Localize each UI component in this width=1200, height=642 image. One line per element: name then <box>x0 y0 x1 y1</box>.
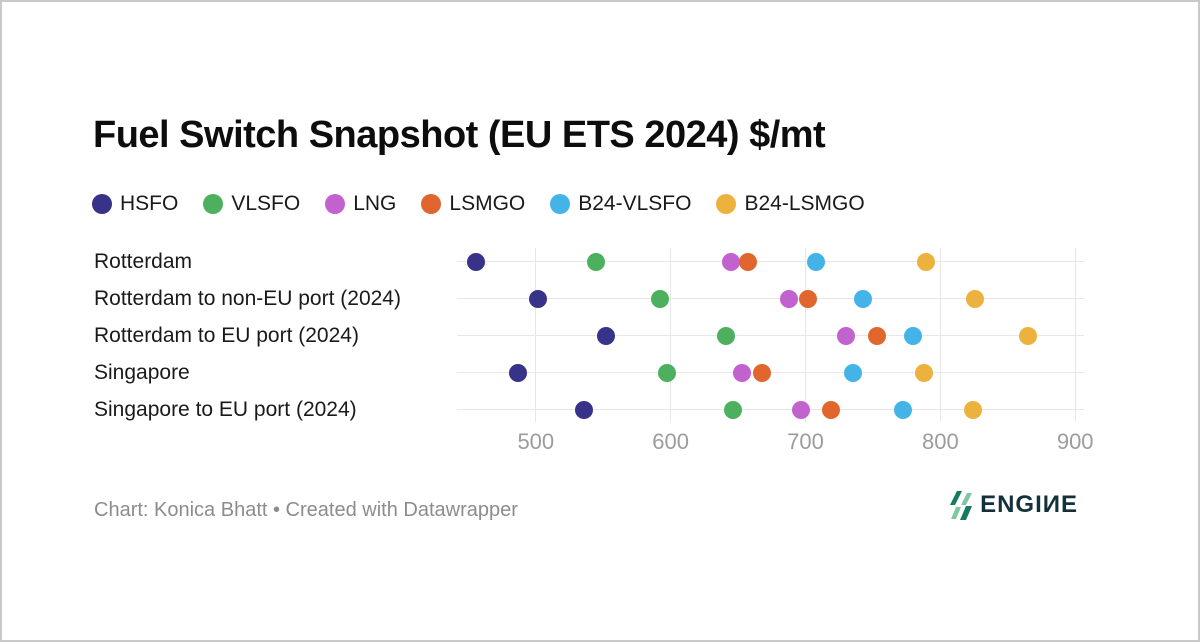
engine-logo-text: ENGIИE <box>980 491 1078 518</box>
attribution-text: Chart: Konica Bhatt • Created with Dataw… <box>94 499 518 521</box>
chart-title: Fuel Switch Snapshot (EU ETS 2024) $/mt <box>93 114 826 156</box>
category-label: Singapore to EU port (2024) <box>94 397 357 421</box>
data-point-lng[interactable] <box>780 289 799 308</box>
data-point-vlsfo[interactable] <box>657 363 676 382</box>
data-point-b24-lsmgo[interactable] <box>966 289 985 308</box>
data-point-hsfo[interactable] <box>509 363 528 382</box>
data-point-b24-vlsfo[interactable] <box>854 289 873 308</box>
data-point-lsmgo[interactable] <box>822 400 841 419</box>
data-point-hsfo[interactable] <box>467 252 486 271</box>
legend-item-vlsfo: VLSFO <box>203 192 300 216</box>
legend-item-lsmgo: LSMGO <box>421 192 525 216</box>
legend-dot-icon <box>421 194 442 214</box>
x-tick-label: 700 <box>787 429 824 454</box>
row-baseline <box>457 409 1084 410</box>
row-baseline <box>457 335 1084 336</box>
data-point-vlsfo[interactable] <box>587 252 606 271</box>
data-point-hsfo[interactable] <box>575 400 594 419</box>
data-point-vlsfo[interactable] <box>716 326 735 345</box>
legend-dot-icon <box>92 194 112 214</box>
category-label: Rotterdam <box>94 249 193 273</box>
data-point-b24-vlsfo[interactable] <box>904 326 923 345</box>
data-point-lsmgo[interactable] <box>753 363 772 382</box>
row-baseline <box>457 261 1084 262</box>
data-point-lng[interactable] <box>733 363 752 382</box>
data-point-lsmgo[interactable] <box>738 252 757 271</box>
legend-dot-icon <box>325 194 346 214</box>
legend-item-b24-vlsfo: B24-VLSFO <box>550 192 691 216</box>
data-point-b24-lsmgo[interactable] <box>916 252 935 271</box>
category-label: Rotterdam to non-EU port (2024) <box>94 286 401 310</box>
data-point-hsfo[interactable] <box>596 326 615 345</box>
legend-item-lng: LNG <box>325 192 396 216</box>
legend-label: LSMGO <box>449 192 526 215</box>
legend-label: HSFO <box>120 192 179 215</box>
legend-label: LNG <box>353 192 397 215</box>
engine-logo: ENGIИE <box>949 488 1078 522</box>
legend-label: B24-LSMGO <box>744 192 865 215</box>
data-point-lsmgo[interactable] <box>799 289 818 308</box>
x-tick-label: 600 <box>652 429 689 454</box>
data-point-b24-vlsfo[interactable] <box>843 363 862 382</box>
data-point-b24-lsmgo[interactable] <box>1019 326 1037 345</box>
x-tick-label: 900 <box>1056 429 1094 454</box>
legend-label: VLSFO <box>231 192 301 215</box>
data-point-vlsfo[interactable] <box>650 289 669 308</box>
legend-dot-icon <box>550 194 571 214</box>
legend: HSFO VLSFO LNG LSMGO B24-VLSFO B24-LSMGO <box>92 192 865 216</box>
legend-label: B24-VLSFO <box>578 192 692 215</box>
data-point-lsmgo[interactable] <box>867 326 886 345</box>
data-point-hsfo[interactable] <box>529 289 548 308</box>
data-point-b24-lsmgo[interactable] <box>915 363 934 382</box>
data-point-lng[interactable] <box>836 326 855 345</box>
legend-dot-icon <box>716 194 737 214</box>
data-point-vlsfo[interactable] <box>723 400 742 419</box>
x-tick-label: 500 <box>517 429 555 454</box>
category-label: Singapore <box>94 360 190 384</box>
category-label: Rotterdam to EU port (2024) <box>94 323 359 347</box>
data-point-lng[interactable] <box>792 400 811 419</box>
data-point-b24-vlsfo[interactable] <box>807 252 826 271</box>
legend-item-hsfo: HSFO <box>92 192 178 216</box>
data-point-lng[interactable] <box>722 252 741 271</box>
row-baseline <box>457 298 1084 299</box>
x-tick-label: 800 <box>921 429 959 454</box>
legend-dot-icon <box>203 194 224 214</box>
data-point-b24-vlsfo[interactable] <box>893 400 912 419</box>
engine-logo-icon <box>950 490 973 520</box>
data-point-b24-lsmgo[interactable] <box>963 400 982 419</box>
legend-item-b24-lsmgo: B24-LSMGO <box>716 192 865 216</box>
